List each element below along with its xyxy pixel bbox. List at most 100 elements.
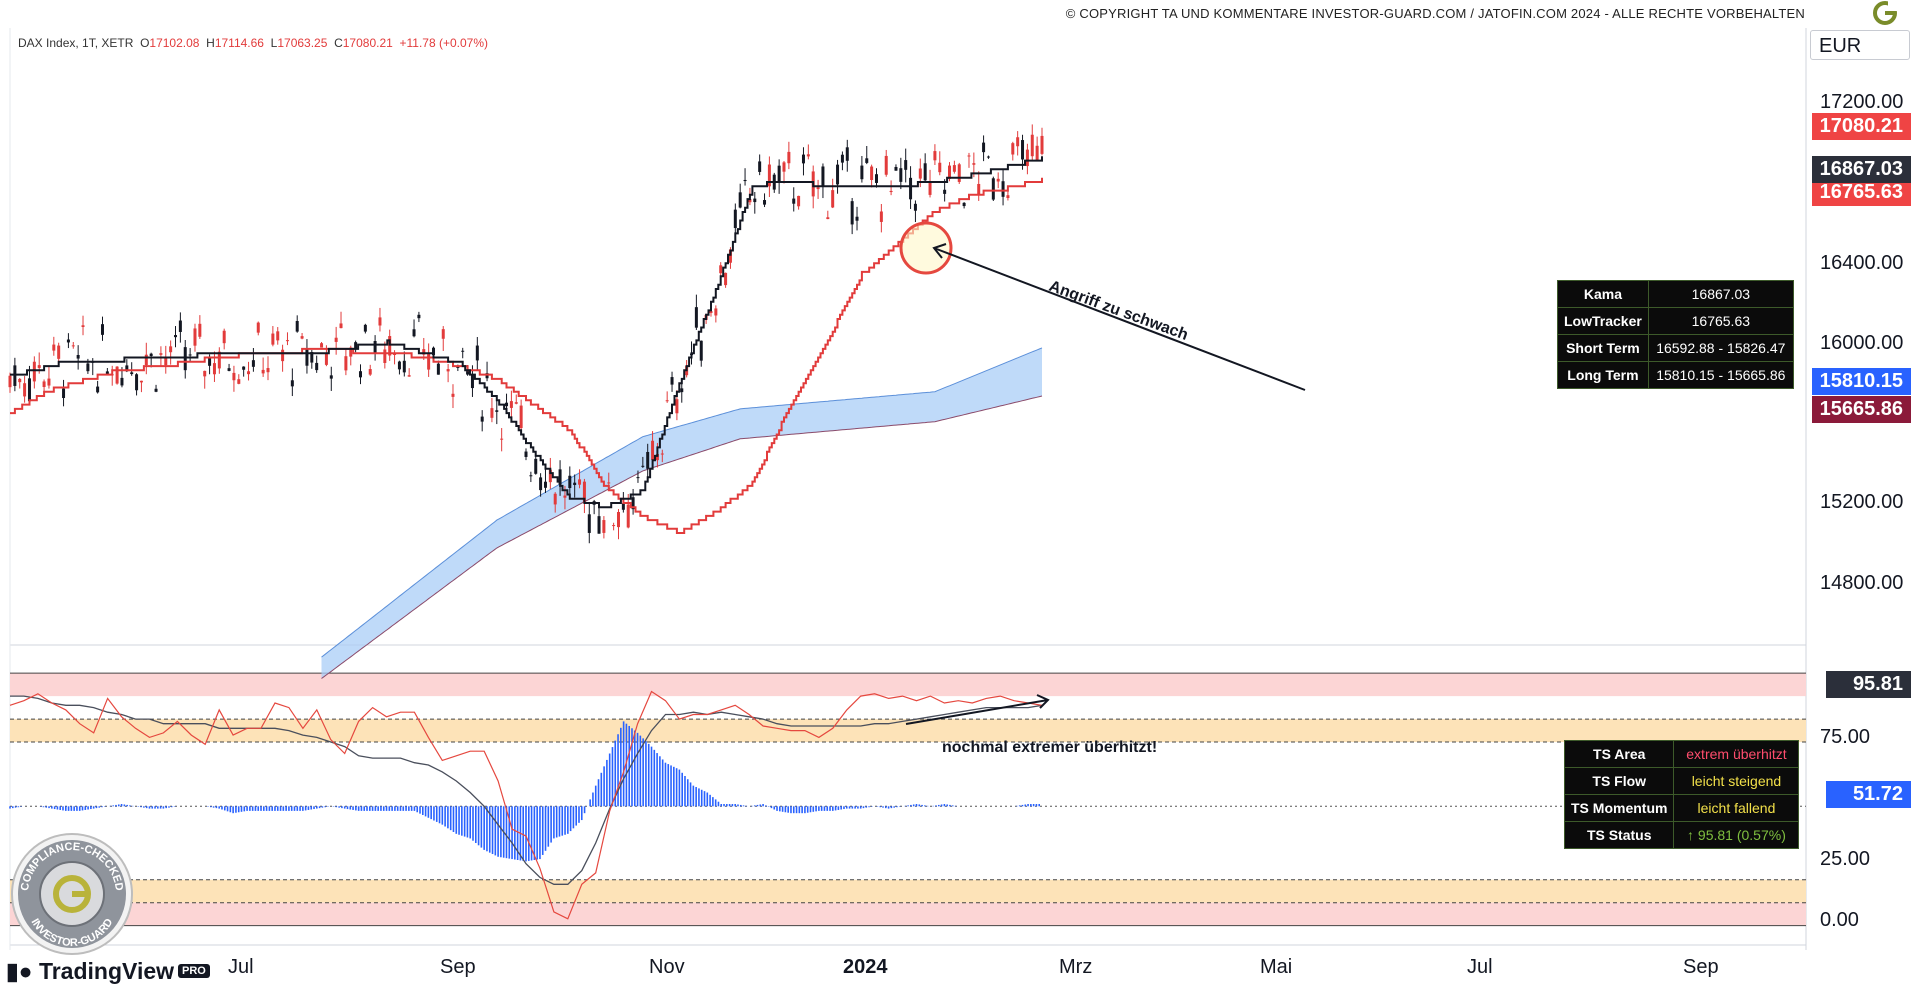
candle-body: [490, 408, 494, 418]
annotation-arrow: [933, 247, 1306, 391]
candle-body: [519, 405, 523, 429]
candle-body: [266, 368, 270, 373]
candle-body: [237, 379, 241, 384]
candle-body: [714, 308, 718, 316]
osc-tick: 0.00: [1820, 909, 1859, 931]
table-value: leicht steigend: [1673, 767, 1800, 795]
candle-body: [870, 166, 874, 181]
candle-body: [860, 165, 864, 180]
candle-body: [281, 349, 285, 362]
candle-body: [728, 249, 732, 263]
candle-body: [159, 353, 163, 355]
low-label: L: [270, 36, 278, 50]
candle-body: [816, 187, 820, 190]
candle-body: [758, 161, 762, 172]
annotation-arrowhead: [932, 243, 947, 259]
candle-body: [636, 477, 640, 479]
table-value: leicht fallend: [1673, 794, 1800, 822]
table-row: TS Momentum leicht fallend: [1563, 794, 1800, 822]
candle-body: [943, 189, 947, 194]
table-value: 16867.03: [1647, 280, 1794, 308]
price-tick: 16400.00: [1820, 252, 1904, 274]
candle-body: [986, 156, 990, 158]
candle-body: [1021, 140, 1025, 160]
candle-body: [563, 495, 567, 498]
candle-body: [748, 199, 752, 203]
candle-body: [631, 497, 635, 510]
candle-body: [840, 154, 844, 163]
candle-body: [923, 163, 927, 181]
candle-body: [879, 211, 883, 222]
candle-body: [86, 363, 90, 372]
short-term-band: [321, 347, 1043, 679]
osc-annotation-arrowhead: [1036, 694, 1050, 709]
candle-body: [806, 154, 810, 157]
candle-body: [899, 168, 903, 182]
ts-momentum-line: [9, 690, 1043, 920]
candle-body: [972, 163, 976, 165]
candle-body: [271, 333, 275, 345]
candle-body: [436, 363, 440, 375]
candle-body: [1016, 137, 1020, 147]
oscillator-zone: [10, 719, 1806, 743]
candle-body: [276, 331, 280, 341]
candle-body: [378, 317, 382, 326]
candle-body: [62, 388, 66, 399]
candle-body: [212, 363, 216, 375]
candle-body: [660, 453, 664, 455]
candle-body: [285, 340, 289, 342]
candle-body: [967, 155, 971, 157]
candle-body: [32, 361, 36, 382]
table-row: TS Status ↑ 95.81 (0.57%): [1563, 821, 1800, 849]
candle-body: [548, 469, 552, 483]
candle-body: [948, 165, 952, 179]
time-tick: Nov: [649, 956, 685, 978]
investor-guard-logo: [1873, 0, 1898, 25]
candle-body: [451, 393, 455, 397]
candlesticks: [8, 124, 1044, 544]
candle-body: [349, 347, 353, 357]
candle-body: [587, 514, 591, 533]
candle-body: [646, 451, 650, 469]
candle-body: [850, 201, 854, 225]
indicator-table: Kama 16867.03 LowTracker 16765.63 Short Te…: [1557, 280, 1794, 389]
candle-body: [18, 378, 22, 383]
candle-body: [120, 377, 124, 386]
candle-body: [904, 160, 908, 170]
oscillator-zones: [10, 672, 1806, 927]
candle-body: [938, 162, 942, 173]
candle-body: [344, 356, 348, 371]
candle-body: [514, 402, 518, 404]
compliance-seal: COMPLIANCE-CHECKED INVESTOR-GUARD: [11, 833, 133, 955]
candle-body: [290, 380, 294, 387]
tradingview-logo[interactable]: ▮● TradingView PRO: [6, 958, 210, 985]
last-price-tag: 17080.21: [1811, 113, 1911, 140]
candle-body: [621, 503, 625, 510]
symbol-ohlc-legend: DAX Index, 1T, XETR O17102.08 H17114.66 …: [18, 36, 488, 50]
candle-body: [358, 371, 362, 378]
candle-body: [256, 322, 260, 333]
table-key: TS Area: [1563, 740, 1675, 768]
candle-body: [154, 388, 158, 392]
candle-body: [529, 475, 533, 477]
candle-body: [208, 356, 212, 366]
long-term-price-tag: 15665.86: [1811, 396, 1911, 423]
candle-body: [470, 374, 474, 389]
candle-body: [23, 383, 27, 397]
candle-body: [889, 190, 893, 193]
candle-body: [782, 162, 786, 172]
price-indicator-lines: [10, 156, 1043, 534]
candle-body: [446, 369, 450, 372]
candle-body: [300, 336, 304, 339]
candle-body: [539, 477, 543, 491]
candle-body: [363, 324, 367, 332]
table-key: TS Flow: [1563, 767, 1675, 795]
currency-selector[interactable]: EUR: [1810, 30, 1910, 60]
table-key: Short Term: [1557, 334, 1649, 362]
ts-status-table: TS Area extrem überhitzt TS Flow leicht st…: [1563, 740, 1800, 849]
candle-body: [417, 314, 421, 319]
short-term-line: [321, 347, 1043, 658]
candle-body: [310, 352, 314, 363]
candle-body: [407, 375, 411, 377]
